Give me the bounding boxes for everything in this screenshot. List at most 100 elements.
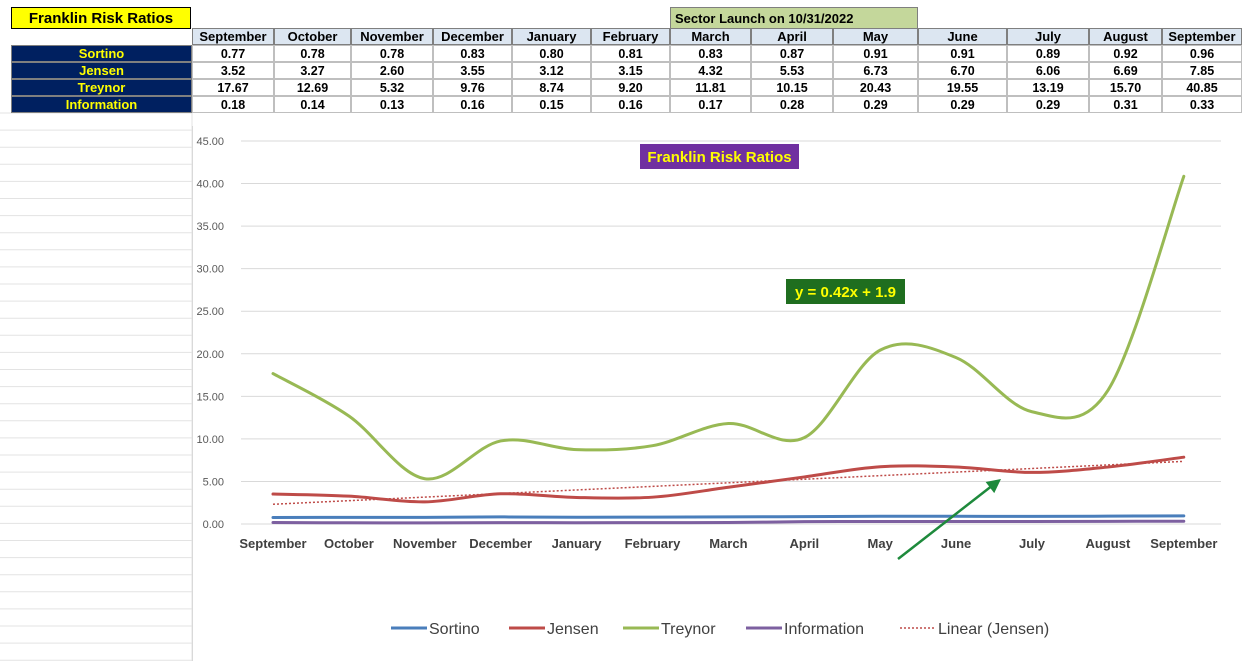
value-cell[interactable]: 7.85 — [1162, 62, 1242, 79]
month-header[interactable]: April — [751, 28, 833, 45]
value-cell[interactable]: 0.29 — [833, 96, 918, 113]
month-header[interactable]: June — [918, 28, 1007, 45]
value-cell[interactable]: 0.29 — [918, 96, 1007, 113]
value-cell[interactable]: 20.43 — [833, 79, 918, 96]
value-cell[interactable]: 17.67 — [192, 79, 274, 96]
value-cell[interactable]: 0.91 — [833, 45, 918, 62]
value-cell[interactable]: 13.19 — [1007, 79, 1089, 96]
value-cell[interactable]: 3.15 — [591, 62, 670, 79]
value-cell[interactable]: 0.81 — [591, 45, 670, 62]
row-label-jensen[interactable]: Jensen — [11, 62, 192, 79]
x-tick-label: November — [393, 536, 457, 551]
month-header[interactable]: February — [591, 28, 670, 45]
value-cell[interactable]: 0.29 — [1007, 96, 1089, 113]
y-tick-label: 10.00 — [196, 434, 224, 446]
value-cell[interactable]: 0.16 — [433, 96, 512, 113]
month-header[interactable]: January — [512, 28, 591, 45]
value-cell[interactable]: 0.14 — [274, 96, 351, 113]
month-header[interactable]: December — [433, 28, 512, 45]
value-cell[interactable]: 0.77 — [192, 45, 274, 62]
value-cell[interactable]: 0.18 — [192, 96, 274, 113]
month-header[interactable]: August — [1089, 28, 1162, 45]
value-cell[interactable]: 0.80 — [512, 45, 591, 62]
sector-launch-note[interactable]: Sector Launch on 10/31/2022 — [670, 7, 918, 29]
value-cell[interactable]: 0.17 — [670, 96, 751, 113]
value-cell[interactable]: 0.13 — [351, 96, 433, 113]
value-cell[interactable]: 19.55 — [918, 79, 1007, 96]
value-cell[interactable]: 0.16 — [591, 96, 670, 113]
y-tick-label: 20.00 — [196, 349, 224, 361]
month-header[interactable]: October — [274, 28, 351, 45]
y-tick-label: 40.00 — [196, 179, 224, 191]
value-cell[interactable]: 0.31 — [1089, 96, 1162, 113]
legend-label: Treynor — [661, 621, 716, 638]
value-cell[interactable]: 0.91 — [918, 45, 1007, 62]
legend-item-information[interactable]: Information — [746, 621, 864, 638]
month-header[interactable]: May — [833, 28, 918, 45]
value-cell[interactable]: 0.96 — [1162, 45, 1242, 62]
value-cell[interactable]: 5.53 — [751, 62, 833, 79]
value-cell[interactable]: 0.78 — [274, 45, 351, 62]
value-cell[interactable]: 4.32 — [670, 62, 751, 79]
value-cell[interactable]: 6.70 — [918, 62, 1007, 79]
value-cell[interactable]: 0.89 — [1007, 45, 1089, 62]
value-cell[interactable]: 40.85 — [1162, 79, 1242, 96]
line-chart[interactable]: 0.00 5.00 10.00 15.00 20.00 25.00 30.00 35.00 40… — [192, 126, 1242, 661]
month-header[interactable]: July — [1007, 28, 1089, 45]
legend-item-linear-jensen[interactable]: Linear (Jensen) — [900, 621, 1049, 638]
trendline-equation-text: y = 0.42x + 1.9 — [795, 284, 896, 301]
value-cell[interactable]: 6.06 — [1007, 62, 1089, 79]
value-cell[interactable]: 11.81 — [670, 79, 751, 96]
chart-title: Franklin Risk Ratios — [640, 144, 799, 169]
trendline-equation: y = 0.42x + 1.9 — [786, 279, 905, 304]
value-cell[interactable]: 0.15 — [512, 96, 591, 113]
value-cell[interactable]: 8.74 — [512, 79, 591, 96]
series-line-sortino[interactable] — [271, 514, 1186, 519]
series-line-treynor[interactable] — [271, 174, 1186, 481]
value-cell[interactable]: 0.83 — [670, 45, 751, 62]
value-cell[interactable]: 0.87 — [751, 45, 833, 62]
series-line-jensen[interactable] — [271, 455, 1186, 504]
value-cell[interactable]: 0.83 — [433, 45, 512, 62]
value-cell[interactable]: 2.60 — [351, 62, 433, 79]
value-cell[interactable]: 0.78 — [351, 45, 433, 62]
legend-label: Jensen — [547, 621, 599, 638]
value-cell[interactable]: 10.15 — [751, 79, 833, 96]
chart-legend: Sortino Jensen Treynor Information Linear (J… — [391, 621, 1049, 638]
value-cell[interactable]: 3.12 — [512, 62, 591, 79]
row-label-treynor[interactable]: Treynor — [11, 79, 192, 96]
month-header[interactable]: November — [351, 28, 433, 45]
value-cell[interactable]: 9.20 — [591, 79, 670, 96]
value-cell[interactable]: 3.52 — [192, 62, 274, 79]
month-header[interactable]: September — [1162, 28, 1242, 45]
month-header[interactable]: March — [670, 28, 751, 45]
legend-item-treynor[interactable]: Treynor — [623, 621, 716, 638]
series-line-information[interactable] — [271, 519, 1186, 525]
value-cell[interactable]: 6.69 — [1089, 62, 1162, 79]
y-tick-label: 45.00 — [196, 136, 224, 148]
x-tick-label: October — [324, 536, 374, 551]
value-cell[interactable]: 0.28 — [751, 96, 833, 113]
value-cell[interactable]: 6.73 — [833, 62, 918, 79]
month-header[interactable]: September — [192, 28, 274, 45]
value-cell[interactable]: 9.76 — [433, 79, 512, 96]
y-tick-label: 15.00 — [196, 391, 224, 403]
x-tick-label: September — [1150, 536, 1217, 551]
table-title[interactable]: Franklin Risk Ratios — [11, 7, 191, 29]
value-cell[interactable]: 5.32 — [351, 79, 433, 96]
value-cell[interactable]: 0.33 — [1162, 96, 1242, 113]
value-cell[interactable]: 3.27 — [274, 62, 351, 79]
legend-label: Information — [784, 621, 864, 638]
value-cell[interactable]: 15.70 — [1089, 79, 1162, 96]
legend-item-sortino[interactable]: Sortino — [391, 621, 480, 638]
value-cell[interactable]: 3.55 — [433, 62, 512, 79]
y-tick-label: 5.00 — [203, 476, 224, 488]
x-tick-label: August — [1086, 536, 1131, 551]
value-cell[interactable]: 0.92 — [1089, 45, 1162, 62]
legend-item-jensen[interactable]: Jensen — [509, 621, 599, 638]
row-label-information[interactable]: Information — [11, 96, 192, 113]
row-label-sortino[interactable]: Sortino — [11, 45, 192, 62]
x-tick-label: May — [868, 536, 894, 551]
value-cell[interactable]: 12.69 — [274, 79, 351, 96]
